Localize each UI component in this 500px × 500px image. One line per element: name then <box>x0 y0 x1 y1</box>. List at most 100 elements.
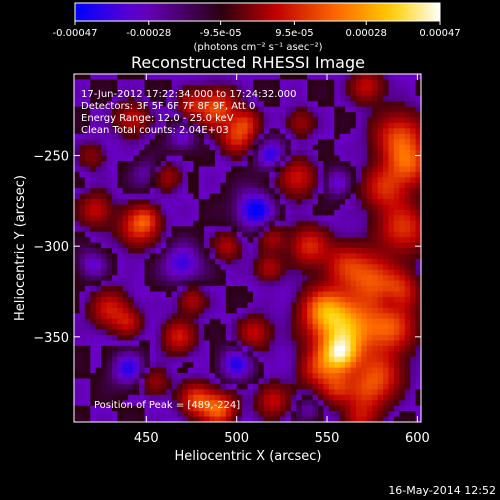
heatmap-cell <box>122 275 129 282</box>
heatmap-cell <box>285 231 292 238</box>
heatmap-cell <box>301 280 308 287</box>
heatmap-cell <box>285 318 292 325</box>
heatmap-cell <box>269 188 276 195</box>
heatmap-cell <box>122 209 129 216</box>
heatmap-cell <box>334 215 341 222</box>
heatmap-cell <box>258 79 265 86</box>
heatmap-cell <box>377 112 384 119</box>
heatmap-cell <box>74 383 81 390</box>
heatmap-cell <box>334 128 341 135</box>
heatmap-cell <box>106 204 113 211</box>
heatmap-cell <box>242 291 249 298</box>
heatmap-cell <box>334 122 341 129</box>
heatmap-cell <box>128 188 135 195</box>
heatmap-cell <box>193 209 200 216</box>
heatmap-cell <box>204 405 211 412</box>
heatmap-cell <box>328 253 335 260</box>
heatmap-cell <box>133 106 140 113</box>
heatmap-cell <box>296 74 303 81</box>
heatmap-cell <box>377 345 384 352</box>
heatmap-cell <box>149 177 156 184</box>
heatmap-cell <box>252 329 259 336</box>
heatmap-cell <box>377 373 384 380</box>
heatmap-cell <box>122 324 129 331</box>
heatmap-cell <box>280 155 287 162</box>
heatmap-cell <box>263 166 270 173</box>
heatmap-cell <box>361 356 368 363</box>
heatmap-cell <box>242 362 249 369</box>
heatmap-cell <box>214 318 221 325</box>
heatmap-cell <box>90 101 97 108</box>
heatmap-cell <box>111 296 118 303</box>
annotation-method: Clean Total counts: 2.04E+03 <box>81 125 229 136</box>
heatmap-cell <box>361 318 368 325</box>
heatmap-cell <box>242 280 249 287</box>
heatmap-cell <box>393 313 400 320</box>
heatmap-cell <box>231 112 238 119</box>
heatmap-cell <box>258 362 265 369</box>
heatmap-cell <box>404 296 411 303</box>
heatmap-cell <box>247 139 254 146</box>
heatmap-cell <box>350 122 357 129</box>
heatmap-cell <box>225 400 232 407</box>
heatmap-cell <box>290 128 297 135</box>
heatmap-cell <box>236 220 243 227</box>
heatmap-cell <box>74 373 81 380</box>
heatmap-cell <box>79 220 86 227</box>
heatmap-cell <box>301 313 308 320</box>
heatmap-cell <box>301 329 308 336</box>
heatmap-cell <box>355 101 362 108</box>
heatmap-cell <box>171 166 178 173</box>
heatmap-cell <box>160 171 167 178</box>
heatmap-cell <box>231 122 238 129</box>
heatmap-cell <box>90 307 97 314</box>
heatmap-cell <box>160 248 167 255</box>
heatmap-cell <box>160 90 167 97</box>
heatmap-cell <box>128 411 135 418</box>
heatmap-cell <box>258 95 265 102</box>
heatmap-cell <box>377 139 384 146</box>
heatmap-cell <box>139 74 146 81</box>
heatmap-cell <box>263 204 270 211</box>
heatmap-cell <box>366 394 373 401</box>
heatmap-cell <box>155 291 162 298</box>
heatmap-cell <box>399 318 406 325</box>
heatmap-cell <box>74 389 81 396</box>
heatmap-cell <box>339 296 346 303</box>
heatmap-cell <box>339 199 346 206</box>
heatmap-cell <box>377 291 384 298</box>
heatmap-cell <box>74 204 81 211</box>
heatmap-cell <box>410 90 417 97</box>
heatmap-cell <box>274 79 281 86</box>
heatmap-cell <box>236 329 243 336</box>
heatmap-cell <box>312 302 319 309</box>
heatmap-cell <box>252 155 259 162</box>
heatmap-cell <box>361 84 368 91</box>
heatmap-cell <box>95 101 102 108</box>
heatmap-cell <box>149 133 156 140</box>
heatmap-cell <box>296 356 303 363</box>
heatmap-cell <box>214 166 221 173</box>
heatmap-cell <box>111 248 118 255</box>
heatmap-cell <box>155 95 162 102</box>
heatmap-cell <box>182 242 189 249</box>
heatmap-cell <box>350 302 357 309</box>
heatmap-cell <box>225 286 232 293</box>
heatmap-cell <box>301 269 308 276</box>
heatmap-cell <box>355 405 362 412</box>
heatmap-cell <box>252 150 259 157</box>
heatmap-cell <box>334 74 341 81</box>
heatmap-cell <box>166 199 173 206</box>
heatmap-cell <box>345 122 352 129</box>
heatmap-cell <box>339 291 346 298</box>
heatmap-cell <box>209 193 216 200</box>
heatmap-cell <box>193 95 200 102</box>
heatmap-cell <box>144 182 151 189</box>
heatmap-cell <box>404 133 411 140</box>
heatmap-cell <box>399 95 406 102</box>
heatmap-cell <box>366 133 373 140</box>
heatmap-cell <box>84 220 91 227</box>
heatmap-cell <box>133 188 140 195</box>
heatmap-cell <box>377 335 384 342</box>
heatmap-cell <box>410 139 417 146</box>
